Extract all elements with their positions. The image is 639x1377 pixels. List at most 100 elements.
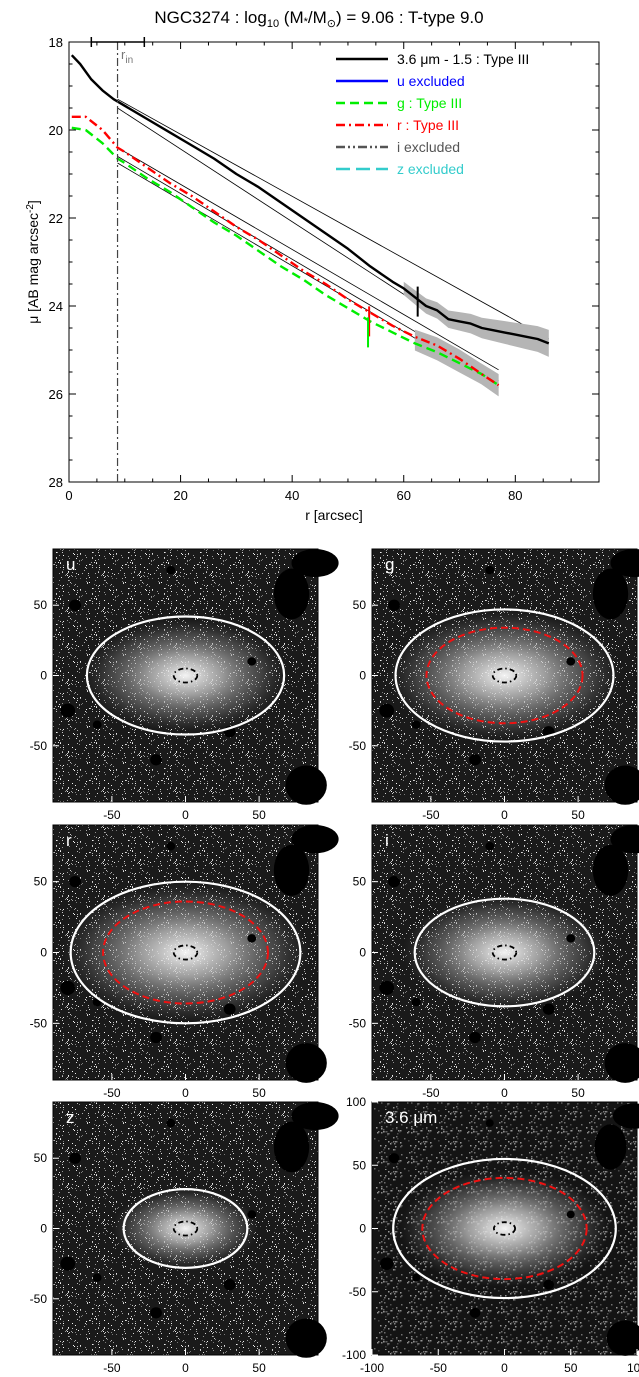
- mask-region: [69, 876, 81, 888]
- mask-region: [543, 1279, 554, 1290]
- mask-region: [150, 754, 162, 766]
- legend-label: z excluded: [397, 161, 464, 177]
- legend-label: i excluded: [397, 139, 460, 155]
- panel-y-tick-label: 100: [346, 1095, 366, 1109]
- fit-line: [117, 107, 416, 302]
- panel-x-tick-label: 50: [564, 1361, 578, 1375]
- x-tick-label: 60: [397, 488, 411, 503]
- mask-region: [469, 1307, 481, 1318]
- image-panel: -50 0 50 50 0 -50 u: [30, 548, 339, 822]
- panel-x-tick-label: 100: [627, 1361, 639, 1375]
- error-band: [403, 281, 549, 357]
- mask-region: [60, 1256, 76, 1271]
- legend-label: u excluded: [397, 73, 465, 89]
- galaxy-glow: [112, 1188, 259, 1269]
- mask-region: [485, 842, 495, 851]
- panel-x-tick-label: 0: [182, 1361, 189, 1375]
- mask-region: [166, 1118, 176, 1128]
- series-line: [71, 115, 500, 387]
- mask-region: [610, 549, 639, 578]
- mask-region: [223, 1003, 236, 1015]
- mask-region: [604, 1043, 639, 1083]
- mask-region: [150, 1307, 162, 1319]
- legend-label: g : Type III: [397, 95, 462, 111]
- mask-region: [379, 980, 395, 996]
- series-line: [70, 54, 550, 345]
- mask-region: [285, 1043, 327, 1083]
- chart-title: NGC3274 : log10 (M*/M⊙) = 9.06 : T-type …: [154, 8, 483, 30]
- mask-region: [566, 1210, 575, 1219]
- mask-region: [388, 1153, 400, 1164]
- panel-y-tick-label: 0: [359, 946, 366, 960]
- y-tick-label: 26: [49, 387, 63, 402]
- inner-ellipse: [425, 626, 584, 725]
- outer-ellipse: [392, 1157, 617, 1300]
- panel-x-tick-label: -50: [103, 1361, 121, 1375]
- y-tick-label: 28: [49, 475, 63, 490]
- mask-region: [485, 1119, 494, 1127]
- mask-region: [604, 765, 639, 805]
- y-tick-label: 22: [49, 211, 63, 226]
- mask-region: [566, 657, 576, 666]
- mask-region: [69, 599, 81, 611]
- image-panel: -100 -50 0 50 100 100 50 0 -50 -100 3.6 μm: [342, 1095, 639, 1375]
- fit-line: [117, 147, 499, 371]
- mask-region: [566, 934, 576, 943]
- series-line: [71, 126, 500, 387]
- mask-region: [60, 980, 76, 996]
- panel-x-tick-label: 0: [501, 1086, 508, 1100]
- y-tick-label: 18: [49, 35, 63, 50]
- panel-x-tick-label: -50: [103, 808, 121, 822]
- profile-break-markers: [367, 286, 419, 348]
- mask-region: [592, 568, 629, 620]
- panel-x-tick-label: 0: [501, 1361, 508, 1375]
- mask-region: [469, 1031, 481, 1044]
- panel-x-tick-label: 50: [571, 808, 585, 822]
- panel-y-tick-label: 50: [353, 1158, 367, 1172]
- mask-region: [379, 703, 395, 718]
- outer-ellipse: [413, 897, 596, 1008]
- panel-y-tick-label: -50: [349, 1016, 367, 1030]
- outer-ellipse: [122, 1188, 249, 1269]
- mask-region: [60, 703, 76, 718]
- panel-x-tick-label: 50: [252, 808, 266, 822]
- mask-region: [411, 997, 421, 1007]
- panel-y-tick-label: 50: [34, 598, 48, 612]
- panel-x-tick-label: 50: [252, 1086, 266, 1100]
- panel-x-tick-label: -50: [103, 1086, 121, 1100]
- panel-band-label: u: [66, 555, 75, 574]
- profile-series: [70, 54, 550, 397]
- mask-region: [606, 1320, 639, 1356]
- panel-y-tick-label: 0: [359, 1222, 366, 1236]
- panel-x-tick-label: 0: [501, 808, 508, 822]
- mask-region: [166, 842, 176, 851]
- panel-y-tick-label: 0: [40, 1222, 47, 1236]
- panel-y-tick-label: 50: [34, 875, 48, 889]
- y-tick-label: 20: [49, 123, 63, 138]
- fit-line: [117, 98, 549, 340]
- center-ellipse: [492, 1221, 516, 1236]
- x-tick-label: 80: [508, 488, 522, 503]
- mask-region: [594, 1124, 627, 1170]
- mask-region: [469, 754, 481, 766]
- profile-plot: 0 20 40 60 80 18 20 22 24 26 28 rin 3.6 μm - 1.5 :…: [25, 35, 600, 523]
- center-ellipse: [172, 1220, 199, 1237]
- mask-region: [69, 1152, 81, 1164]
- panel-x-tick-label: 50: [571, 1086, 585, 1100]
- mask-region: [291, 825, 339, 854]
- mask-region: [291, 1102, 339, 1131]
- panel-band-label: g: [385, 555, 394, 574]
- image-panel: -50 0 50 50 0 -50 i: [349, 824, 639, 1100]
- panel-y-tick-label: 50: [353, 875, 367, 889]
- panel-y-tick-label: 0: [40, 946, 47, 960]
- mask-region: [285, 765, 327, 805]
- mask-region: [247, 1210, 257, 1219]
- image-panel: -50 0 50 50 0 -50 z: [30, 1101, 339, 1375]
- mask-region: [92, 1273, 102, 1282]
- profile-fit-lines: [117, 98, 549, 388]
- panel-band-label: r: [66, 831, 72, 850]
- panel-x-tick-label: 0: [182, 808, 189, 822]
- mask-region: [612, 1103, 639, 1129]
